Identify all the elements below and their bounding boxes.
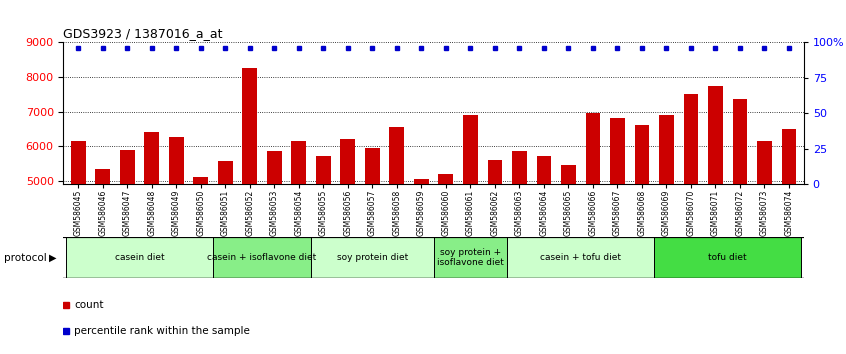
Bar	[507, 237, 654, 278]
Text: tofu diet: tofu diet	[708, 253, 747, 262]
Bar	[120, 149, 135, 184]
Bar	[610, 119, 624, 184]
Bar	[414, 179, 429, 184]
Bar	[782, 129, 796, 184]
Bar	[291, 141, 306, 184]
Bar	[340, 139, 355, 184]
Bar	[708, 86, 722, 184]
Bar	[145, 132, 159, 184]
Text: casein + tofu diet: casein + tofu diet	[540, 253, 621, 262]
Bar	[463, 115, 478, 184]
Bar	[71, 141, 85, 184]
Bar	[213, 237, 311, 278]
Bar	[218, 161, 233, 184]
Bar	[66, 237, 213, 278]
Bar	[194, 177, 208, 184]
Bar	[536, 156, 552, 184]
Bar	[634, 125, 649, 184]
Text: soy protein diet: soy protein diet	[337, 253, 408, 262]
Bar	[733, 99, 747, 184]
Bar	[487, 160, 503, 184]
Text: casein + isoflavone diet: casein + isoflavone diet	[207, 253, 316, 262]
Text: GDS3923 / 1387016_a_at: GDS3923 / 1387016_a_at	[63, 27, 223, 40]
Text: soy protein +
isoflavone diet: soy protein + isoflavone diet	[437, 248, 503, 267]
Bar	[311, 237, 433, 278]
Bar	[316, 156, 331, 184]
Bar	[684, 94, 698, 184]
Bar	[757, 141, 772, 184]
Bar	[389, 127, 404, 184]
Bar	[438, 174, 453, 184]
Bar	[659, 115, 673, 184]
Bar	[169, 137, 184, 184]
Bar	[433, 237, 507, 278]
Bar	[561, 165, 576, 184]
Bar	[365, 148, 380, 184]
Bar	[512, 151, 527, 184]
Bar	[243, 68, 257, 184]
Text: protocol: protocol	[4, 252, 47, 263]
Text: count: count	[74, 300, 103, 310]
Bar	[266, 151, 282, 184]
Text: percentile rank within the sample: percentile rank within the sample	[74, 326, 250, 336]
Bar	[585, 113, 601, 184]
Text: ▶: ▶	[49, 252, 57, 263]
Text: casein diet: casein diet	[114, 253, 164, 262]
Bar	[96, 169, 110, 184]
Bar	[654, 237, 801, 278]
